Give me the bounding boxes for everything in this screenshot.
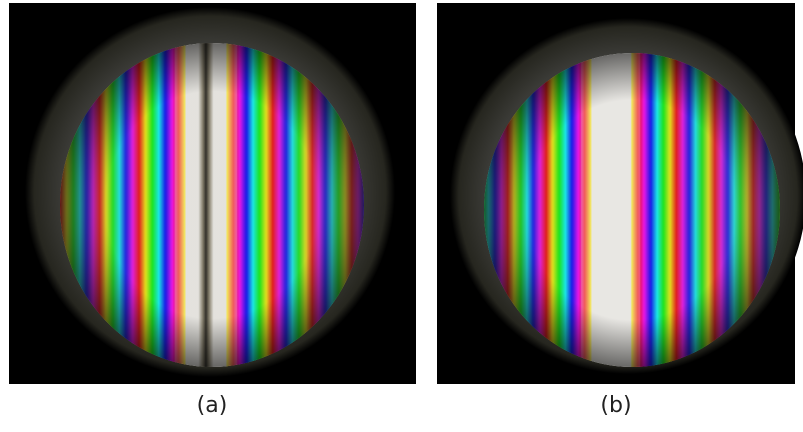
vignette [60, 43, 364, 367]
panel-label: (b) [600, 393, 631, 418]
panel-a: (a) [9, 3, 416, 418]
fringes [60, 43, 364, 367]
vignette [484, 53, 780, 367]
fringes [484, 53, 780, 367]
panel-b: (b) [437, 3, 803, 418]
panel-label: (a) [197, 393, 228, 418]
